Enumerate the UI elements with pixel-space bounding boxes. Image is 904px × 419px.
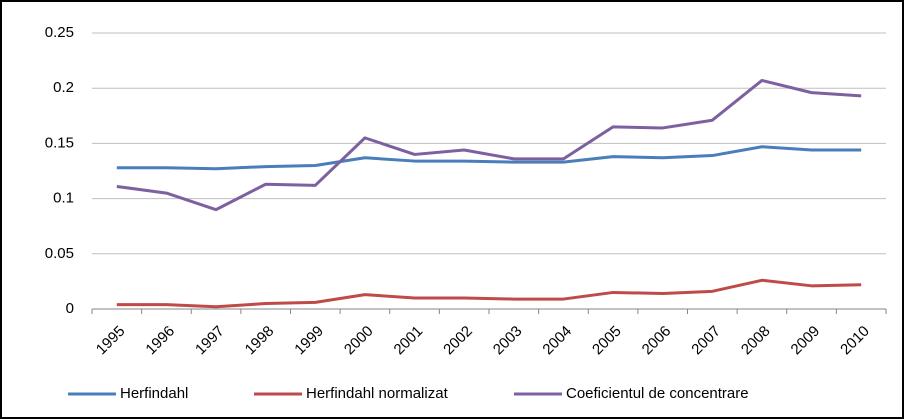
legend-label: Herfindahl normalizat <box>306 385 449 402</box>
y-tick-label: 0.2 <box>53 79 74 96</box>
y-tick-label: 0 <box>66 300 74 317</box>
series-line <box>116 78 862 212</box>
y-tick-label: 0.1 <box>53 190 74 207</box>
y-tick-label: 0.25 <box>45 24 74 41</box>
series-line <box>116 145 862 171</box>
y-tick-label: 0.15 <box>45 134 74 151</box>
y-tick-label: 0.05 <box>45 245 74 262</box>
legend-label: Coeficientul de concentrare <box>566 385 749 402</box>
series-line <box>116 278 862 309</box>
legend-label: Herfindahl <box>120 385 188 402</box>
